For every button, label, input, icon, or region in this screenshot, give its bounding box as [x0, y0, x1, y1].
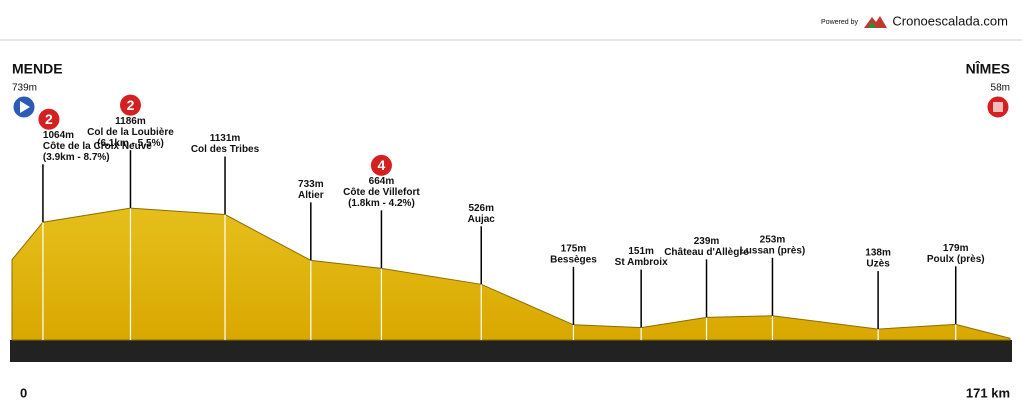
place-name: Château d'Allègre [664, 247, 749, 258]
brand: Cronoescalada.com [892, 13, 1008, 28]
altitude-label: 1186m [115, 116, 146, 127]
category-badge [369, 153, 393, 177]
climb-detail: (1.8km - 4.2%) [348, 198, 415, 209]
altitude-label: 1064m [43, 130, 74, 141]
altitude-label: 138m [865, 248, 891, 259]
place-name: Côte de Villefort [343, 187, 420, 198]
altitude-label: 179m [943, 243, 969, 254]
place-name: Uzès [866, 259, 890, 270]
km-label: 148.4 [866, 366, 891, 377]
km-label: 20.3 [121, 366, 141, 377]
place-name: St Ambroix [615, 257, 668, 268]
category-number: 4 [378, 157, 386, 173]
km-label: 130.3 [760, 366, 785, 377]
place-name: Côte de la Croix Neuve [43, 141, 152, 152]
altitude-label: 1131m [210, 133, 241, 144]
km-label: 107.8 [629, 366, 654, 377]
altitude-label: 526m [468, 203, 494, 214]
km-label: 161.7 [943, 366, 968, 377]
start-arrow [20, 101, 30, 113]
distance-strip [10, 340, 1012, 362]
distance-label: 0 [20, 385, 27, 400]
km-label: 63.3 [372, 366, 392, 377]
altitude-label: 664m [369, 176, 395, 187]
place-name: Aujac [468, 214, 496, 225]
altitude-label: 739m [12, 83, 37, 94]
place-name: Altier [298, 190, 324, 201]
climb-detail: (6.1km - 5.5%) [97, 138, 164, 149]
category-badge [118, 93, 142, 117]
km-label: 80.4 [472, 366, 492, 377]
climb-detail: (3.9km - 8.7%) [43, 152, 110, 163]
km-label: 36.5 [215, 366, 235, 377]
place-name: Col des Tribes [191, 144, 260, 155]
place-name: Poulx (près) [927, 254, 985, 265]
place-name: Lussan (près) [740, 245, 806, 256]
altitude-label: 239m [694, 236, 720, 247]
place-name: NÎMES [966, 60, 1010, 77]
brand-logo-part [868, 21, 876, 28]
category-number: 2 [127, 97, 135, 113]
place-name: Bessèges [550, 254, 597, 265]
finish-flag [993, 102, 1003, 112]
category-badge [37, 107, 61, 131]
place-name: MENDE [12, 61, 63, 77]
category-number: 2 [45, 111, 53, 127]
altitude-label: 733m [298, 179, 324, 190]
altitude-label: 175m [561, 243, 587, 254]
km-label: 5.3 [36, 366, 50, 377]
powered-by: Powered by [821, 19, 858, 26]
altitude-label: 253m [760, 234, 786, 245]
altitude-label: 151m [628, 246, 654, 257]
distance-label: 171 km [966, 385, 1010, 400]
altitude-label: 58m [991, 83, 1010, 94]
km-label: 96.2 [564, 366, 584, 377]
place-name: Col de la Loubière [87, 127, 174, 138]
km-label: 51.2 [301, 366, 321, 377]
km-label: 119 [698, 366, 715, 377]
